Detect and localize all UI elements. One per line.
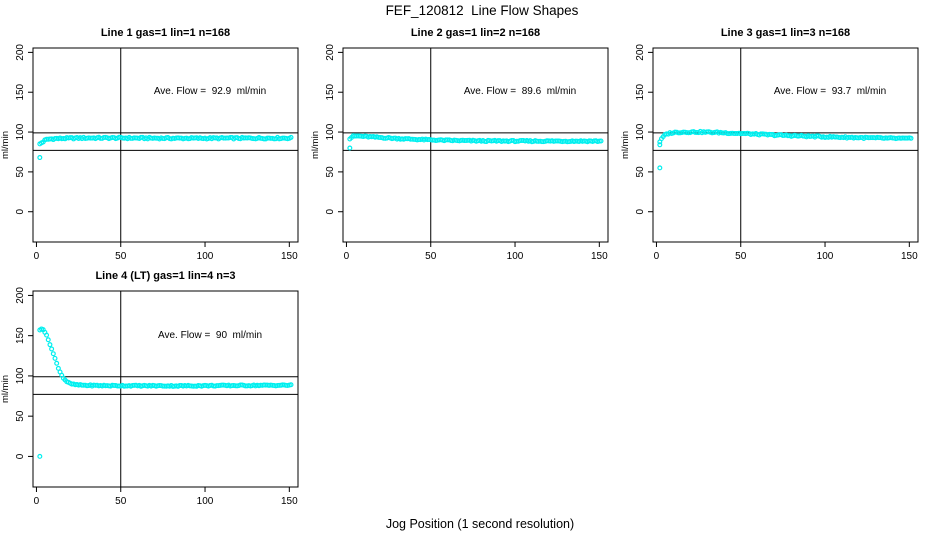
x-tick-label: 50 — [735, 251, 747, 262]
plot-box — [652, 47, 919, 243]
y-tick-label: 200 — [15, 44, 26, 61]
y-tick-label: 150 — [15, 83, 26, 100]
data-point-outlier — [657, 142, 663, 148]
data-point — [54, 360, 60, 366]
plot-box — [32, 290, 299, 488]
y-tick-label: 0 — [15, 453, 26, 459]
data-point — [44, 332, 50, 338]
panel3-title: Line 3 gas=1 lin=3 n=168 — [720, 27, 851, 39]
data-point — [50, 351, 56, 357]
data-point-outlier — [37, 155, 43, 161]
y-tick-label: 0 — [15, 209, 26, 215]
x-tick-label: 0 — [34, 251, 40, 262]
panel3-avg-flow-annotation: Ave. Flow = 93.7 ml/min — [773, 86, 887, 97]
x-tick-label: 50 — [115, 496, 127, 507]
y-axis-unit-label: ml/min — [310, 131, 321, 159]
y-tick-label: 50 — [15, 166, 26, 178]
data-point-outlier — [347, 145, 353, 151]
y-axis-unit-label: ml/min — [0, 375, 11, 403]
panel2-avg-flow-annotation: Ave. Flow = 89.6 ml/min — [463, 86, 577, 97]
y-tick-label: 100 — [15, 367, 26, 384]
plot-box — [32, 47, 299, 243]
panel1-avg-flow-annotation: Ave. Flow = 92.9 ml/min — [153, 86, 267, 97]
y-tick-label: 200 — [635, 44, 646, 61]
y-tick-label: 100 — [15, 123, 26, 140]
data-point — [288, 382, 294, 388]
y-tick-label: 100 — [635, 123, 646, 140]
x-tick-label: 100 — [507, 251, 524, 262]
y-tick-label: 0 — [325, 209, 336, 215]
y-tick-label: 200 — [15, 287, 26, 304]
panel4-title: Line 4 (LT) gas=1 lin=4 n=3 — [95, 270, 236, 282]
y-tick-label: 100 — [325, 123, 336, 140]
panel4-avg-flow-annotation: Ave. Flow = 90 ml/min — [157, 330, 263, 341]
y-tick-label: 150 — [15, 327, 26, 344]
x-tick-label: 150 — [281, 251, 298, 262]
x-tick-label: 150 — [281, 496, 298, 507]
x-axis-label: Jog Position (1 second resolution) — [385, 517, 575, 531]
x-tick-label: 100 — [197, 496, 214, 507]
y-tick-label: 50 — [15, 410, 26, 422]
x-tick-label: 100 — [817, 251, 834, 262]
x-tick-label: 0 — [344, 251, 350, 262]
x-tick-label: 50 — [115, 251, 127, 262]
y-axis-unit-label: ml/min — [0, 131, 11, 159]
y-tick-label: 200 — [325, 44, 336, 61]
y-tick-label: 0 — [635, 209, 646, 215]
data-point — [49, 346, 55, 352]
panel2-title: Line 2 gas=1 lin=2 n=168 — [410, 27, 541, 39]
x-tick-label: 150 — [591, 251, 608, 262]
y-tick-label: 50 — [635, 166, 646, 178]
data-point — [908, 135, 914, 141]
main-title: FEF_120812 Line Flow Shapes — [385, 3, 579, 18]
plot-box — [342, 47, 609, 243]
x-tick-label: 150 — [901, 251, 918, 262]
panel1-title: Line 1 gas=1 lin=1 n=168 — [100, 27, 231, 39]
x-tick-label: 100 — [197, 251, 214, 262]
data-point-outlier — [657, 165, 663, 171]
data-point — [288, 134, 294, 140]
y-axis-unit-label: ml/min — [620, 131, 631, 159]
y-tick-label: 150 — [635, 83, 646, 100]
data-point — [47, 342, 53, 348]
x-tick-label: 0 — [34, 496, 40, 507]
data-point-outlier — [37, 453, 43, 459]
x-tick-label: 50 — [425, 251, 437, 262]
data-point — [598, 138, 604, 144]
y-tick-label: 50 — [325, 166, 336, 178]
x-tick-label: 0 — [654, 251, 660, 262]
data-point — [45, 337, 51, 343]
y-tick-label: 150 — [325, 83, 336, 100]
data-point — [52, 355, 58, 361]
